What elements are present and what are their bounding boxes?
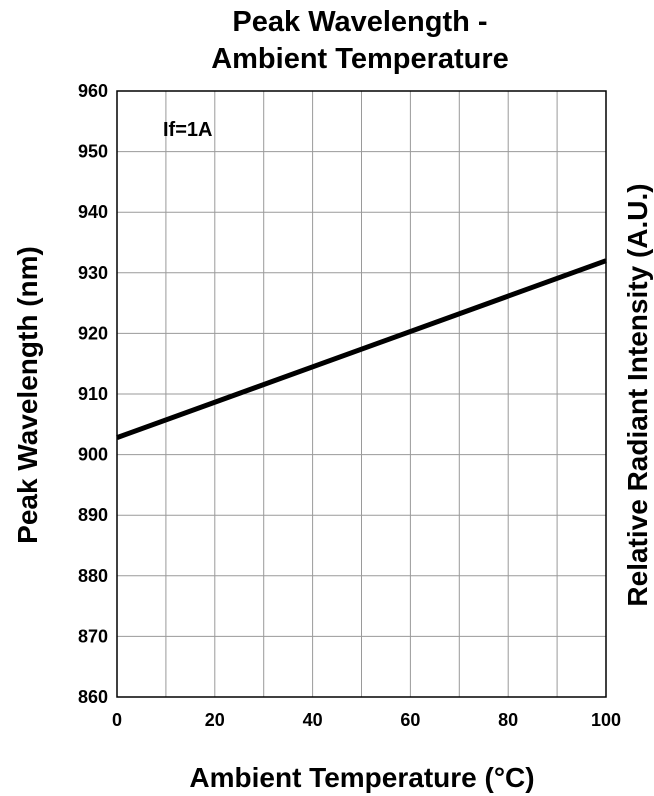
x-tick-label: 80 (498, 710, 518, 730)
y-tick-label: 910 (78, 384, 108, 404)
y-axis-label-right: Relative Radiant Intensity (A.U.) (622, 183, 653, 606)
y-tick-label: 890 (78, 505, 108, 525)
y-tick-label: 880 (78, 566, 108, 586)
x-axis-label: Ambient Temperature (°C) (189, 762, 534, 793)
y-tick-label: 940 (78, 202, 108, 222)
y-tick-label: 920 (78, 323, 108, 343)
y-tick-label: 870 (78, 626, 108, 646)
x-tick-label: 40 (303, 710, 323, 730)
x-tick-label: 60 (400, 710, 420, 730)
y-axis-label: Peak Wavelength (nm) (12, 246, 43, 544)
series-line (116, 258, 607, 440)
y-tick-label: 960 (78, 81, 108, 101)
chart-title-line-2: Ambient Temperature (211, 43, 509, 75)
grid-layer (117, 91, 606, 697)
y-tick-label: 900 (78, 445, 108, 465)
plot-frame (116, 90, 607, 698)
x-tick-label: 100 (591, 710, 621, 730)
y-tick-labels: 860 870 880 890 900 910 920 930 940 950 960 (78, 81, 108, 707)
x-tick-label: 0 (112, 710, 122, 730)
y-tick-label: 860 (78, 687, 108, 707)
y-tick-label: 930 (78, 263, 108, 283)
x-tick-label: 20 (205, 710, 225, 730)
x-tick-labels: 0 20 40 60 80 100 (112, 710, 621, 730)
annotation-if: If=1A (163, 119, 212, 141)
y-tick-label: 950 (78, 142, 108, 162)
chart-title-line-1: Peak Wavelength - (232, 6, 488, 38)
series-layer (116, 258, 607, 440)
